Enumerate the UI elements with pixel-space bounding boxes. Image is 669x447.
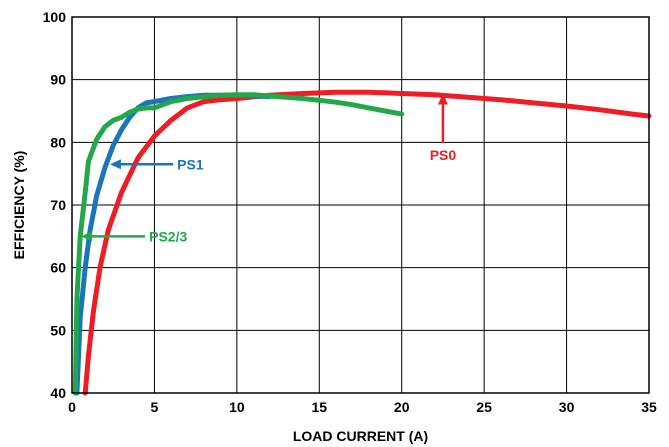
x-tick-label: 25 (476, 399, 492, 415)
x-tick-label: 0 (68, 399, 76, 415)
x-tick-label: 35 (641, 399, 657, 415)
series-lines (72, 89, 652, 396)
series-line-ps2-3 (72, 92, 405, 396)
x-tick-label: 5 (151, 399, 159, 415)
x-axis-title: LOAD CURRENT (A) (293, 428, 428, 444)
y-tick-label: 50 (50, 322, 66, 338)
x-tick-label: 20 (394, 399, 410, 415)
annotation-arrow-head (437, 93, 448, 105)
y-tick-label: 90 (50, 72, 66, 88)
annotation-label: PS0 (430, 147, 457, 163)
annotation-ps2-3: PS2/3 (81, 228, 187, 244)
annotation-ps1: PS1 (109, 156, 204, 172)
annotation-arrow-head (109, 159, 121, 170)
x-tick-label: 10 (229, 399, 245, 415)
y-tick-label: 70 (50, 197, 66, 213)
series-annotations: PS0 PS1 PS2/3 (81, 93, 456, 244)
tick-labels: 0 5 10 15 20 25 30 35 40 50 60 70 80 90 100 (43, 9, 657, 415)
plot-border (71, 16, 650, 394)
plot-frame (71, 16, 650, 394)
y-tick-label: 40 (50, 385, 66, 401)
x-tick-label: 15 (311, 399, 327, 415)
x-tick-label: 30 (559, 399, 575, 415)
grid-lines (72, 17, 649, 393)
annotation-arrow-head (81, 231, 93, 242)
annotation-label: PS1 (177, 156, 204, 172)
y-tick-label: 60 (50, 260, 66, 276)
annotation-ps0: PS0 (430, 93, 457, 163)
annotation-label: PS2/3 (149, 228, 187, 244)
y-tick-label: 100 (43, 9, 67, 25)
y-tick-label: 80 (50, 134, 66, 150)
y-axis-title: EFFICIENCY (%) (11, 151, 27, 260)
